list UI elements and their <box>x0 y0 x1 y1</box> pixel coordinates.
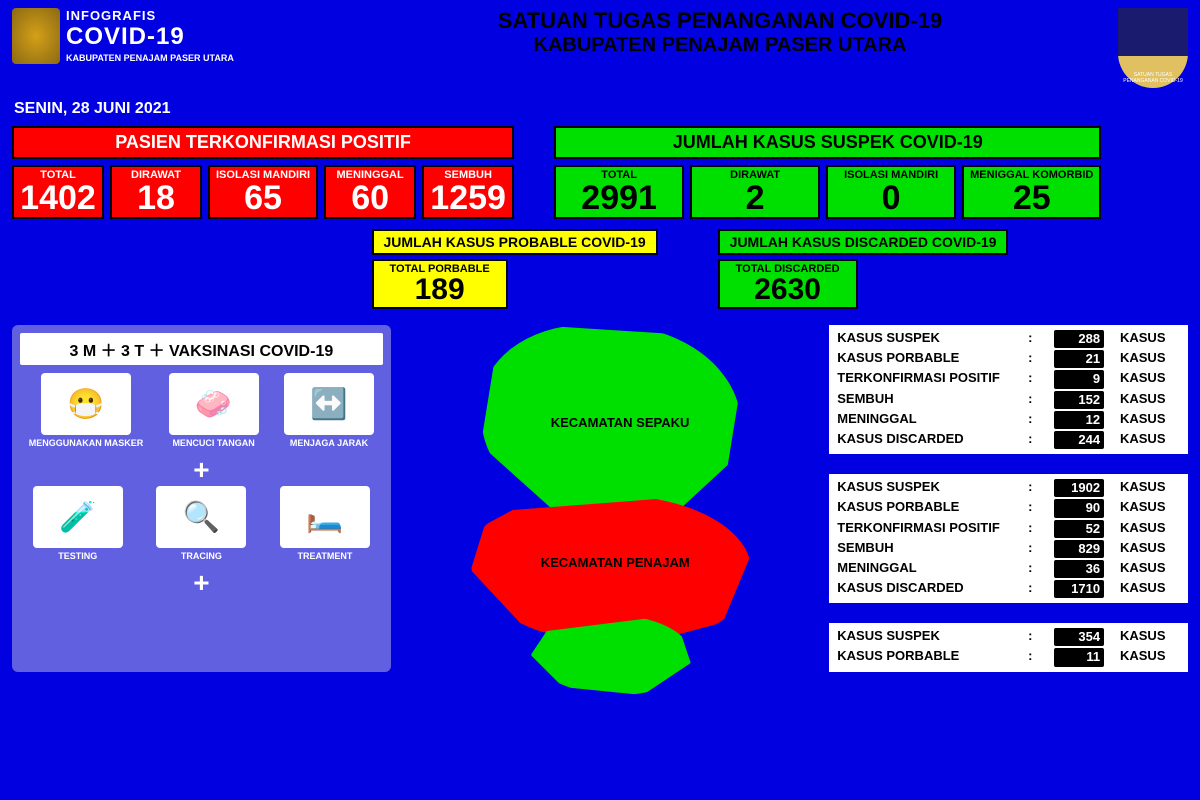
table-row: MENINGGAL:36KASUS <box>837 559 1180 579</box>
stat-box: DIRAWAT18 <box>110 165 202 219</box>
probable-block: JUMLAH KASUS PROBABLE COVID-19 TOTAL POR… <box>372 229 658 309</box>
protocol-item: 🧪 TESTING <box>33 486 123 561</box>
protocol-item: 😷 MENGGUNAKAN MASKER <box>29 373 144 448</box>
header-line1: SATUAN TUGAS PENANGANAN COVID-19 <box>322 8 1118 34</box>
table-row: TERKONFIRMASI POSITIF:52KASUS <box>837 519 1180 539</box>
data-table: KASUS SUSPEK:1902KASUSKASUS PORBABLE:90K… <box>829 474 1188 603</box>
stat-box: TOTAL1402 <box>12 165 104 219</box>
logo-covid: COVID-19 <box>66 23 234 51</box>
protocol-label: TREATMENT <box>298 551 353 561</box>
table-row: SEMBUH:152KASUS <box>837 390 1180 410</box>
badge-right: SATUAN TUGAS PENANGANAN COVID-19 <box>1118 8 1188 88</box>
plus-icon: + <box>20 567 383 599</box>
stat-box: SEMBUH1259 <box>422 165 514 219</box>
protocol-label: MENJAGA JARAK <box>290 438 368 448</box>
positive-header: PASIEN TERKONFIRMASI POSITIF <box>12 126 514 159</box>
discarded-box: TOTAL DISCARDED 2630 <box>718 259 858 309</box>
suspect-header: JUMLAH KASUS SUSPEK COVID-19 <box>554 126 1101 159</box>
table-row: KASUS PORBABLE:21KASUS <box>837 349 1180 369</box>
stat-value: 0 <box>834 181 948 215</box>
stat-value: 1259 <box>430 181 506 215</box>
table-row: KASUS DISCARDED:1710KASUS <box>837 579 1180 599</box>
stat-value: 25 <box>970 181 1093 215</box>
discarded-header: JUMLAH KASUS DISCARDED COVID-19 <box>718 229 1009 255</box>
table-row: KASUS SUSPEK:1902KASUS <box>837 478 1180 498</box>
stat-value: 2991 <box>562 181 676 215</box>
logo-sub: KABUPATEN PENAJAM PASER UTARA <box>66 53 234 63</box>
date-label: SENIN, 28 JUNI 2021 <box>0 96 1200 122</box>
table-row: KASUS SUSPEK:354KASUS <box>837 627 1180 647</box>
data-table: KASUS SUSPEK:288KASUSKASUS PORBABLE:21KA… <box>829 325 1188 454</box>
table-row: KASUS DISCARDED:244KASUS <box>837 430 1180 450</box>
protocol-label: MENGGUNAKAN MASKER <box>29 438 144 448</box>
stat-box: ISOLASI MANDIRI65 <box>208 165 318 219</box>
stat-value: 60 <box>332 181 408 215</box>
map-region-penajam <box>471 495 751 645</box>
badge-text: SATUAN TUGAS PENANGANAN COVID-19 <box>1118 73 1188 84</box>
table-row: MENINGGAL:12KASUS <box>837 410 1180 430</box>
stat-box: MENINGGAL60 <box>324 165 416 219</box>
table-row: KASUS PORBABLE:90KASUS <box>837 498 1180 518</box>
stat-value: 1402 <box>20 181 96 215</box>
data-table: KASUS SUSPEK:354KASUSKASUS PORBABLE:11KA… <box>829 623 1188 671</box>
map-area: KECAMATAN SEPAKU KECAMATAN PENAJAM <box>401 325 820 672</box>
protocol-icon: 🧪 <box>33 486 123 548</box>
probable-header: JUMLAH KASUS PROBABLE COVID-19 <box>372 229 658 255</box>
probable-box: TOTAL PORBABLE 189 <box>372 259 508 309</box>
protocol-header: 3 M ＋ 3 T ＋ VAKSINASI COVID-19 <box>20 333 383 365</box>
protocol-icon: 🔍 <box>156 486 246 548</box>
logo-left: INFOGRAFIS COVID-19 KABUPATEN PENAJAM PA… <box>12 8 322 64</box>
protocol-icon: 😷 <box>41 373 131 435</box>
region-label-penajam: KECAMATAN PENAJAM <box>541 555 690 570</box>
protocol-icon: 🧼 <box>169 373 259 435</box>
stat-box: TOTAL2991 <box>554 165 684 219</box>
positive-block: PASIEN TERKONFIRMASI POSITIF TOTAL1402DI… <box>12 126 514 219</box>
stat-value: 65 <box>216 181 310 215</box>
table-row: TERKONFIRMASI POSITIF:9KASUS <box>837 369 1180 389</box>
header-line2: KABUPATEN PENAJAM PASER UTARA <box>322 34 1118 57</box>
protocol-label: MENCUCI TANGAN <box>172 438 254 448</box>
protocol-item: 🛏️ TREATMENT <box>280 486 370 561</box>
stat-box: MENIGGAL KOMORBID25 <box>962 165 1101 219</box>
plus-icon: + <box>20 454 383 486</box>
protocol-icon: ↔️ <box>284 373 374 435</box>
protocol-item: ↔️ MENJAGA JARAK <box>284 373 374 448</box>
region-label-sepaku: KECAMATAN SEPAKU <box>551 415 690 430</box>
protocol-panel: 3 M ＋ 3 T ＋ VAKSINASI COVID-19 😷 MENGGUNA… <box>12 325 391 672</box>
stat-value: 18 <box>118 181 194 215</box>
suspect-block: JUMLAH KASUS SUSPEK COVID-19 TOTAL2991DI… <box>554 126 1101 219</box>
protocol-label: TRACING <box>181 551 222 561</box>
stat-box: ISOLASI MANDIRI0 <box>826 165 956 219</box>
discarded-value: 2630 <box>736 275 840 305</box>
stat-value: 2 <box>698 181 812 215</box>
logo-title: INFOGRAFIS <box>66 8 234 23</box>
header-center: SATUAN TUGAS PENANGANAN COVID-19 KABUPAT… <box>322 8 1118 57</box>
table-row: KASUS SUSPEK:288KASUS <box>837 329 1180 349</box>
table-row: SEMBUH:829KASUS <box>837 539 1180 559</box>
table-row: KASUS PORBABLE:11KASUS <box>837 647 1180 667</box>
discarded-block: JUMLAH KASUS DISCARDED COVID-19 TOTAL DI… <box>718 229 1009 309</box>
protocol-item: 🔍 TRACING <box>156 486 246 561</box>
stat-box: DIRAWAT2 <box>690 165 820 219</box>
probable-value: 189 <box>390 275 490 305</box>
protocol-label: TESTING <box>58 551 97 561</box>
protocol-icon: 🛏️ <box>280 486 370 548</box>
emblem-icon <box>12 8 60 64</box>
protocol-item: 🧼 MENCUCI TANGAN <box>169 373 259 448</box>
